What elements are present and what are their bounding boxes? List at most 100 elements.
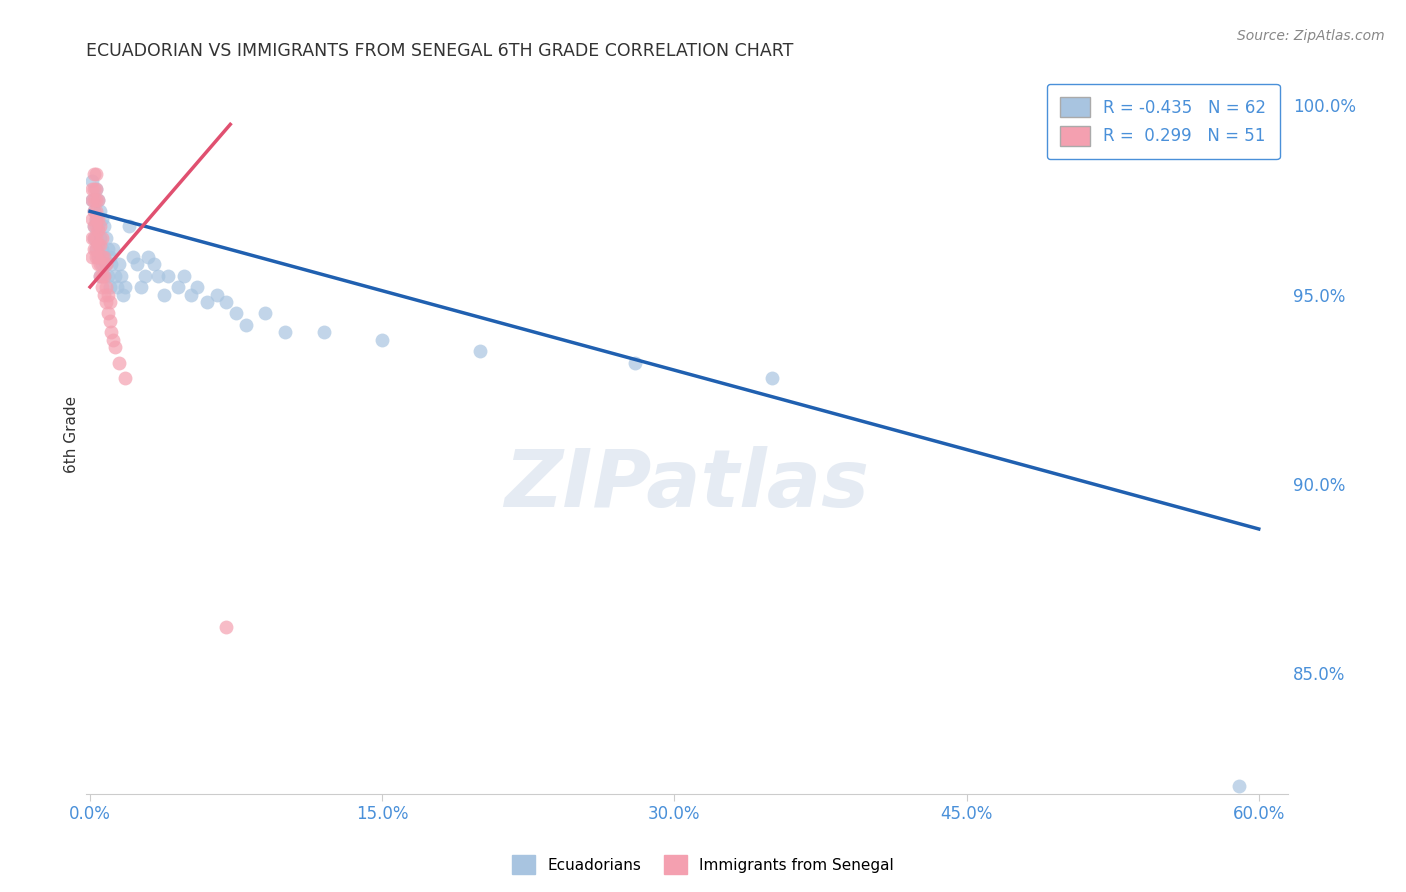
Point: [153, 287, 176, 301]
Point: [274, 326, 297, 340]
Point: [80, 174, 103, 188]
Point: [103, 242, 125, 256]
Point: [97, 242, 120, 256]
Point: [103, 333, 125, 347]
Point: [173, 268, 195, 283]
Point: [87, 238, 110, 252]
Point: [312, 326, 335, 340]
Point: [94, 257, 117, 271]
Point: [186, 280, 208, 294]
Y-axis label: 6th Grade: 6th Grade: [65, 396, 79, 473]
Point: [83, 219, 105, 234]
Point: [90, 211, 112, 226]
Point: [84, 181, 107, 195]
Point: [98, 314, 121, 328]
Point: [87, 219, 110, 234]
Point: [84, 242, 107, 256]
Point: [80, 211, 103, 226]
Point: [90, 231, 112, 245]
Point: [87, 250, 110, 264]
Point: [89, 250, 111, 264]
Point: [84, 231, 107, 245]
Point: [93, 250, 115, 264]
Point: [125, 257, 148, 271]
Text: ZIPatlas: ZIPatlas: [505, 446, 869, 524]
Point: [93, 219, 115, 234]
Text: ECUADORIAN VS IMMIGRANTS FROM SENEGAL 6TH GRADE CORRELATION CHART: ECUADORIAN VS IMMIGRANTS FROM SENEGAL 6T…: [86, 42, 793, 60]
Point: [468, 344, 491, 359]
Point: [80, 193, 103, 207]
Point: [89, 268, 111, 283]
Point: [195, 295, 218, 310]
Point: [84, 242, 107, 256]
Point: [80, 181, 103, 195]
Point: [93, 268, 115, 283]
Point: [87, 250, 110, 264]
Point: [83, 219, 105, 234]
Point: [94, 295, 117, 310]
Point: [156, 268, 179, 283]
Point: [83, 242, 105, 256]
Point: [166, 280, 188, 294]
Point: [97, 306, 120, 320]
Point: [1227, 779, 1250, 793]
Point: [84, 211, 107, 226]
Point: [138, 250, 160, 264]
Point: [114, 370, 136, 384]
Point: [83, 181, 105, 195]
Point: [100, 257, 122, 271]
Point: [254, 306, 277, 320]
Point: [94, 231, 117, 245]
Point: [205, 287, 228, 301]
Point: [84, 219, 107, 234]
Point: [93, 287, 115, 301]
Point: [371, 333, 394, 347]
Point: [84, 204, 107, 219]
Point: [83, 204, 105, 219]
Point: [80, 250, 103, 264]
Point: [215, 295, 238, 310]
Legend: R = -0.435   N = 62, R =  0.299   N = 51: R = -0.435 N = 62, R = 0.299 N = 51: [1046, 84, 1279, 159]
Point: [93, 250, 115, 264]
Point: [83, 231, 105, 245]
Legend: Ecuadorians, Immigrants from Senegal: Ecuadorians, Immigrants from Senegal: [506, 849, 900, 880]
Point: [90, 268, 112, 283]
Point: [90, 280, 112, 294]
Point: [104, 341, 127, 355]
Point: [90, 257, 112, 271]
Point: [89, 219, 111, 234]
Point: [180, 287, 202, 301]
Point: [225, 306, 247, 320]
Point: [148, 268, 170, 283]
Point: [98, 250, 121, 264]
Point: [98, 295, 121, 310]
Point: [80, 193, 103, 207]
Point: [84, 181, 107, 195]
Point: [89, 204, 111, 219]
Point: [87, 193, 110, 207]
Point: [112, 287, 135, 301]
Point: [84, 167, 107, 181]
Point: [84, 211, 107, 226]
Point: [215, 620, 238, 634]
Point: [97, 287, 120, 301]
Point: [90, 250, 112, 264]
Point: [83, 231, 105, 245]
Point: [89, 231, 111, 245]
Point: [84, 193, 107, 207]
Point: [100, 326, 122, 340]
Point: [93, 268, 115, 283]
Point: [83, 204, 105, 219]
Point: [94, 280, 117, 294]
Point: [83, 193, 105, 207]
Point: [94, 257, 117, 271]
Point: [80, 231, 103, 245]
Point: [235, 318, 257, 332]
Point: [134, 268, 156, 283]
Point: [87, 211, 110, 226]
Point: [110, 268, 132, 283]
Point: [624, 355, 647, 369]
Point: [129, 280, 152, 294]
Point: [83, 167, 105, 181]
Point: [97, 268, 120, 283]
